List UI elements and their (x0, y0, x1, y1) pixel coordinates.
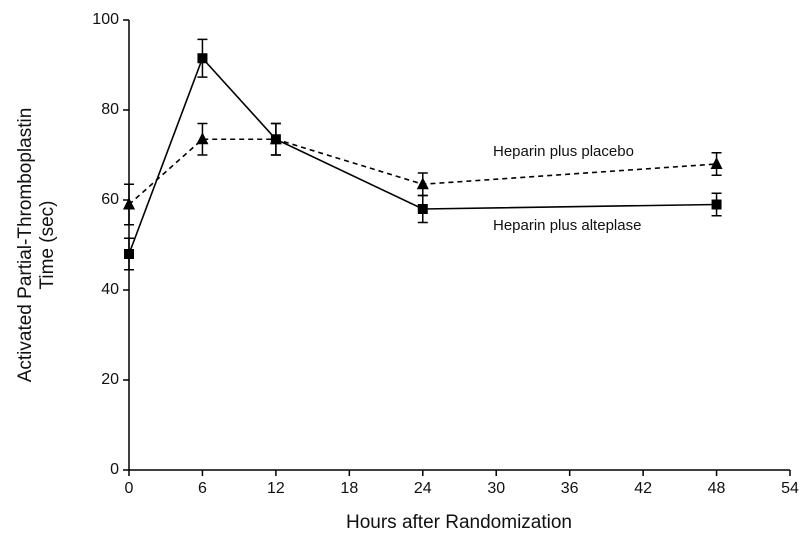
x-tick-label: 42 (634, 480, 652, 497)
y-axis-title: Activated Partial-Thromboplastin (15, 108, 36, 383)
x-tick-label: 12 (267, 480, 285, 497)
marker (196, 132, 209, 145)
marker (123, 197, 135, 210)
x-tick-label: 0 (125, 480, 134, 497)
marker (270, 134, 281, 145)
series-label: Heparin plus placebo (493, 143, 634, 160)
y-tick-label: 0 (110, 461, 119, 478)
y-tick-label: 20 (101, 371, 119, 388)
series-label: Heparin plus alteplase (493, 217, 641, 234)
x-tick-label: 24 (414, 480, 432, 497)
marker (416, 177, 429, 190)
y-tick-label: 40 (101, 281, 119, 298)
x-tick-label: 36 (561, 480, 579, 497)
x-tick-label: 30 (487, 480, 505, 497)
x-tick-label: 18 (340, 480, 358, 497)
marker (124, 249, 134, 259)
y-tick-label: 100 (92, 11, 119, 28)
y-tick-label: 60 (101, 191, 119, 208)
x-axis-title: Hours after Randomization (346, 512, 572, 533)
x-tick-label: 6 (198, 480, 207, 497)
x-tick-label: 54 (781, 480, 799, 497)
y-axis-title: Time (sec) (37, 200, 58, 289)
marker (197, 53, 208, 64)
y-tick-label: 80 (101, 101, 119, 118)
marker (417, 204, 428, 214)
marker (710, 157, 723, 169)
marker (711, 199, 722, 210)
x-tick-label: 48 (708, 480, 726, 497)
